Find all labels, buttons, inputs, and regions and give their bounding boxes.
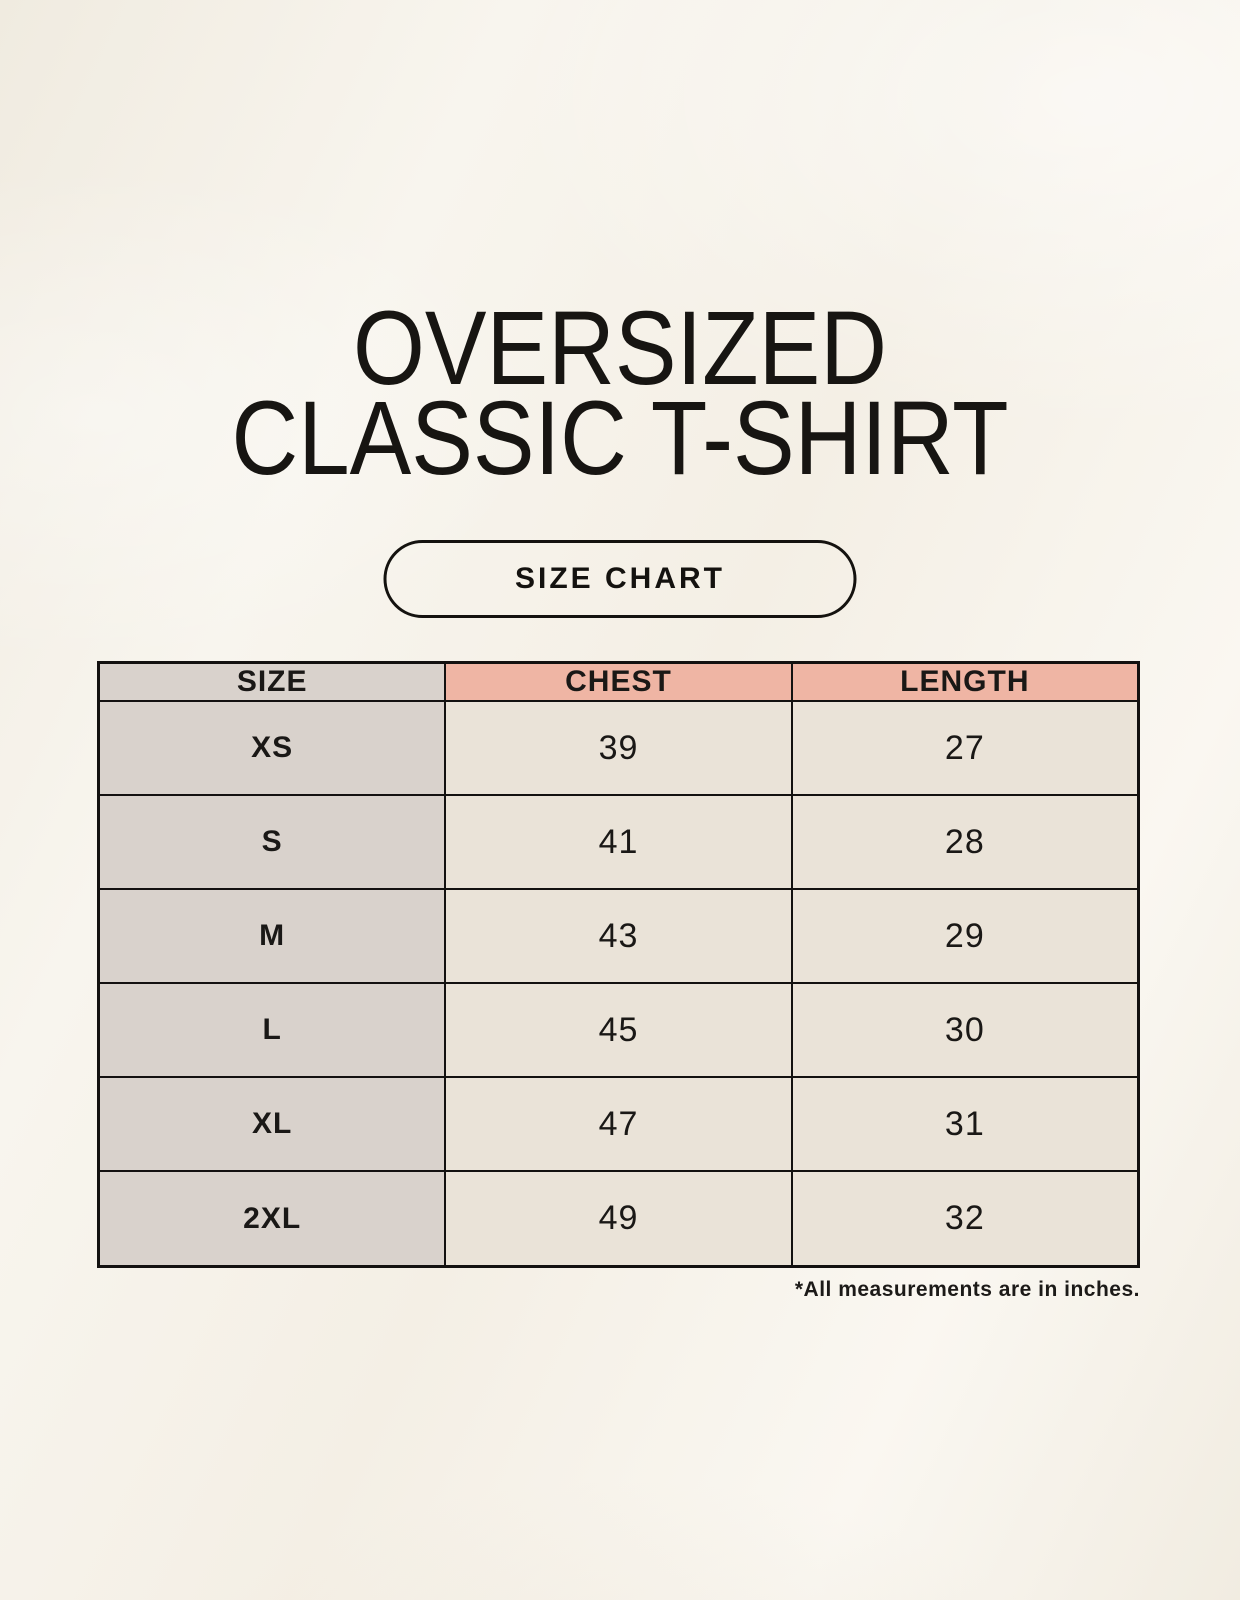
column-header-length: LENGTH — [790, 661, 1140, 702]
size-table-header: SIZE CHEST LENGTH — [97, 661, 1140, 702]
length-cell: 27 — [790, 699, 1140, 797]
chest-cell: 41 — [444, 794, 793, 891]
length-cell: 31 — [790, 1076, 1140, 1173]
length-cell: 28 — [790, 794, 1140, 891]
size-table-body: XS 39 27 S 41 28 M 43 29 L 45 30 XL 47 3… — [97, 699, 1140, 1268]
length-cell: 32 — [790, 1170, 1140, 1268]
measurements-footnote: *All measurements are in inches. — [794, 1278, 1140, 1301]
product-title: OVERSIZED CLASSIC T-SHIRT — [74, 290, 1165, 497]
length-cell: 30 — [790, 982, 1140, 1079]
size-cell: M — [97, 888, 447, 985]
column-header-chest: CHEST — [444, 661, 793, 702]
product-title-line2: CLASSIC T-SHIRT — [231, 380, 1009, 497]
size-cell: S — [97, 794, 447, 891]
table-row: M 43 29 — [97, 888, 1140, 985]
chest-cell: 47 — [444, 1076, 793, 1173]
table-row: L 45 30 — [97, 982, 1140, 1079]
chest-cell: 43 — [444, 888, 793, 985]
size-cell: XL — [97, 1076, 447, 1173]
table-row: 2XL 49 32 — [97, 1170, 1140, 1268]
table-row: XS 39 27 — [97, 699, 1140, 797]
product-title-line1: OVERSIZED — [353, 290, 887, 407]
chest-cell: 45 — [444, 982, 793, 1079]
size-cell: 2XL — [97, 1170, 447, 1268]
chest-cell: 39 — [444, 699, 793, 797]
size-table: SIZE CHEST LENGTH XS 39 27 S 41 28 M 43 … — [97, 661, 1140, 1268]
size-cell: XS — [97, 699, 447, 797]
size-chart-button-label: SIZE CHART — [515, 562, 725, 595]
size-chart-button[interactable]: SIZE CHART — [383, 540, 857, 618]
length-cell: 29 — [790, 888, 1140, 985]
column-header-size: SIZE — [97, 661, 447, 702]
chest-cell: 49 — [444, 1170, 793, 1268]
size-cell: L — [97, 982, 447, 1079]
table-row: XL 47 31 — [97, 1076, 1140, 1173]
size-table-header-row: SIZE CHEST LENGTH — [97, 661, 1140, 702]
table-row: S 41 28 — [97, 794, 1140, 891]
